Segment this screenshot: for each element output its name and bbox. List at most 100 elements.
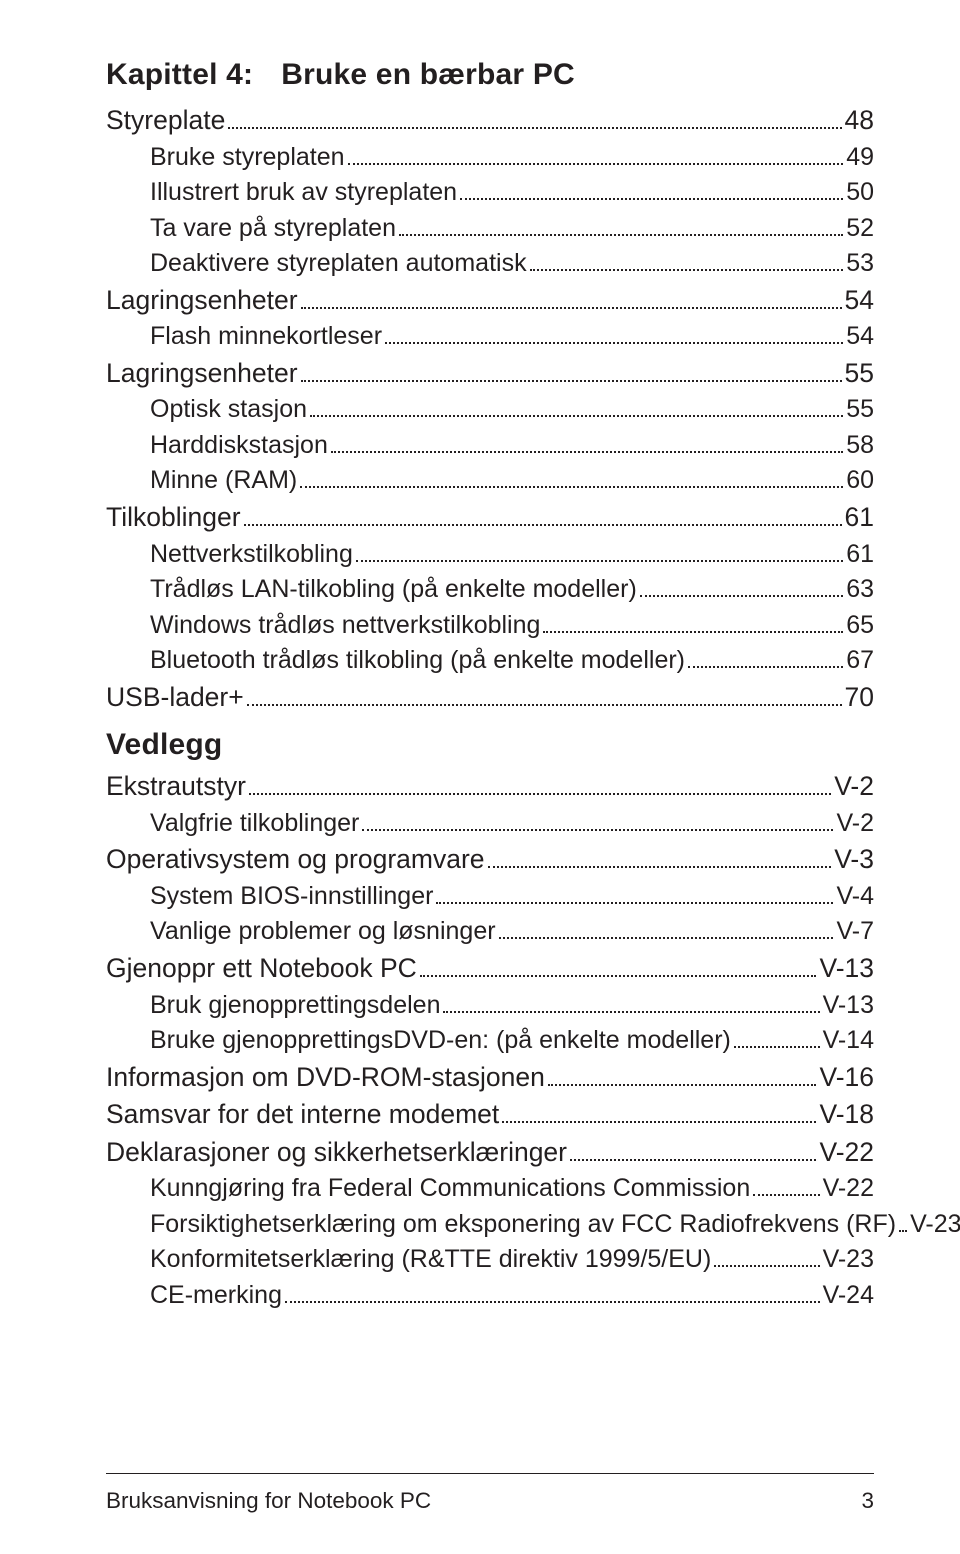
toc-row: CE-merkingV-24 — [106, 1278, 874, 1314]
toc-page-number: 50 — [846, 175, 874, 211]
toc-title: Konformitetserklæring (R&TTE direktiv 19… — [150, 1242, 711, 1278]
toc-row: Ekstrautstyr V-2 — [106, 768, 874, 806]
toc-row: Lagringsenheter 55 — [106, 355, 874, 393]
toc-row: Illustrert bruk av styreplaten 50 — [106, 175, 874, 211]
dot-leader — [502, 1121, 816, 1123]
toc-title: Harddiskstasjon — [150, 428, 328, 464]
toc-page-number: 55 — [845, 355, 874, 393]
chapter-title: Bruke en bærbar PC — [281, 58, 575, 92]
toc-page-number: 52 — [846, 211, 874, 247]
dot-leader — [399, 234, 843, 236]
document-page: Kapittel 4: Bruke en bærbar PC Styreplat… — [0, 0, 960, 1554]
toc-title: Informasjon om DVD-ROM-stasjonen — [106, 1059, 545, 1097]
toc-page-number: 67 — [846, 643, 874, 679]
toc-row: Bruke styreplaten49 — [106, 140, 874, 176]
dot-leader — [570, 1159, 816, 1161]
dot-leader — [443, 1011, 819, 1013]
toc-title: Valgfrie tilkoblinger — [150, 806, 359, 842]
dot-leader — [488, 866, 832, 868]
toc-row: Optisk stasjon 55 — [106, 392, 874, 428]
toc-page-number: 63 — [846, 572, 874, 608]
toc-page-number: V-22 — [819, 1134, 874, 1172]
toc-title: Vanlige problemer og løsninger — [150, 914, 496, 950]
toc-title: Lagringsenheter — [106, 355, 298, 393]
toc-row: System BIOS-innstillinger V-4 — [106, 879, 874, 915]
toc-title: Bluetooth trådløs tilkobling (på enkelte… — [150, 643, 685, 679]
toc-row: Bluetooth trådløs tilkobling (på enkelte… — [106, 643, 874, 679]
toc-page-number: 60 — [846, 463, 874, 499]
toc-title: Kunngjøring fra Federal Communications C… — [150, 1171, 750, 1207]
toc-title: System BIOS-innstillinger — [150, 879, 433, 915]
toc-row: Vanlige problemer og løsninger V-7 — [106, 914, 874, 950]
toc-page-number: 58 — [846, 428, 874, 464]
toc-title: Tilkoblinger — [106, 499, 241, 537]
toc-row: Lagringsenheter54 — [106, 282, 874, 320]
toc-page-number: V-2 — [834, 768, 874, 806]
toc-page-number: 70 — [845, 679, 874, 717]
appendix-heading: Vedlegg — [106, 728, 874, 762]
dot-leader — [420, 975, 817, 977]
toc-title: Nettverkstilkobling — [150, 537, 353, 573]
toc-title: Trådløs LAN-tilkobling (på enkelte model… — [150, 572, 637, 608]
toc-title: Optisk stasjon — [150, 392, 307, 428]
toc-page-number: 48 — [845, 102, 874, 140]
dot-leader — [247, 704, 842, 706]
toc-title: Deklarasjoner og sikkerhetserklæringer — [106, 1134, 567, 1172]
dot-leader — [228, 127, 841, 129]
dot-leader — [753, 1194, 819, 1196]
dot-leader — [301, 307, 842, 309]
toc-page-number: V-23 — [910, 1207, 960, 1243]
toc-page-number: 61 — [845, 499, 874, 537]
toc-page-number: V-4 — [836, 879, 874, 915]
toc-row: Bruk gjenopprettingsdelen V-13 — [106, 988, 874, 1024]
toc-row: Trådløs LAN-tilkobling (på enkelte model… — [106, 572, 874, 608]
chapter-heading: Kapittel 4: Bruke en bærbar PC — [106, 58, 874, 92]
dot-leader — [640, 595, 843, 597]
toc-title: Bruk gjenopprettingsdelen — [150, 988, 440, 1024]
toc-page-number: 65 — [846, 608, 874, 644]
toc-title: Deaktivere styreplaten automatisk — [150, 246, 527, 282]
toc-row: Deaktivere styreplaten automatisk 53 — [106, 246, 874, 282]
footer-page-number: 3 — [861, 1488, 874, 1514]
toc-row: Kunngjøring fra Federal Communications C… — [106, 1171, 874, 1207]
toc-row: Bruke gjenopprettingsDVD-en: (på enkelte… — [106, 1023, 874, 1059]
toc-page-number: V-3 — [834, 841, 874, 879]
toc-title: Ekstrautstyr — [106, 768, 246, 806]
dot-leader — [249, 793, 831, 795]
dot-leader — [548, 1084, 817, 1086]
dot-leader — [899, 1230, 907, 1232]
toc-title: Minne (RAM) — [150, 463, 297, 499]
toc-row: Windows trådløs nettverkstilkobling65 — [106, 608, 874, 644]
dot-leader — [300, 486, 843, 488]
toc-row: Tilkoblinger 61 — [106, 499, 874, 537]
toc-title: Styreplate — [106, 102, 225, 140]
toc-title: Samsvar for det interne modemet — [106, 1096, 499, 1134]
toc-page-number: 61 — [846, 537, 874, 573]
toc-page-number: V-24 — [823, 1278, 874, 1314]
dot-leader — [436, 902, 833, 904]
toc-page-number: V-18 — [819, 1096, 874, 1134]
toc-main: Styreplate 48Bruke styreplaten49Illustrer… — [106, 102, 874, 716]
dot-leader — [499, 937, 834, 939]
toc-page-number: 55 — [846, 392, 874, 428]
toc-page-number: 53 — [846, 246, 874, 282]
dot-leader — [244, 524, 842, 526]
toc-page-number: V-7 — [836, 914, 874, 950]
dot-leader — [362, 829, 833, 831]
toc-row: Gjenoppr ett Notebook PC V-13 — [106, 950, 874, 988]
toc-title: Illustrert bruk av styreplaten — [150, 175, 457, 211]
dot-leader — [460, 198, 843, 200]
dot-leader — [310, 415, 843, 417]
toc-page-number: V-13 — [823, 988, 874, 1024]
toc-title: Gjenoppr ett Notebook PC — [106, 950, 417, 988]
footer-text: Bruksanvisning for Notebook PC — [106, 1488, 431, 1514]
dot-leader — [688, 666, 843, 668]
toc-page-number: V-13 — [819, 950, 874, 988]
toc-title: Bruke gjenopprettingsDVD-en: (på enkelte… — [150, 1023, 731, 1059]
toc-title: USB-lader+ — [106, 679, 244, 717]
toc-row: Operativsystem og programvareV-3 — [106, 841, 874, 879]
dot-leader — [385, 342, 843, 344]
toc-row: Valgfrie tilkoblingerV-2 — [106, 806, 874, 842]
toc-row: Harddiskstasjon 58 — [106, 428, 874, 464]
chapter-label: Kapittel 4: — [106, 58, 253, 92]
